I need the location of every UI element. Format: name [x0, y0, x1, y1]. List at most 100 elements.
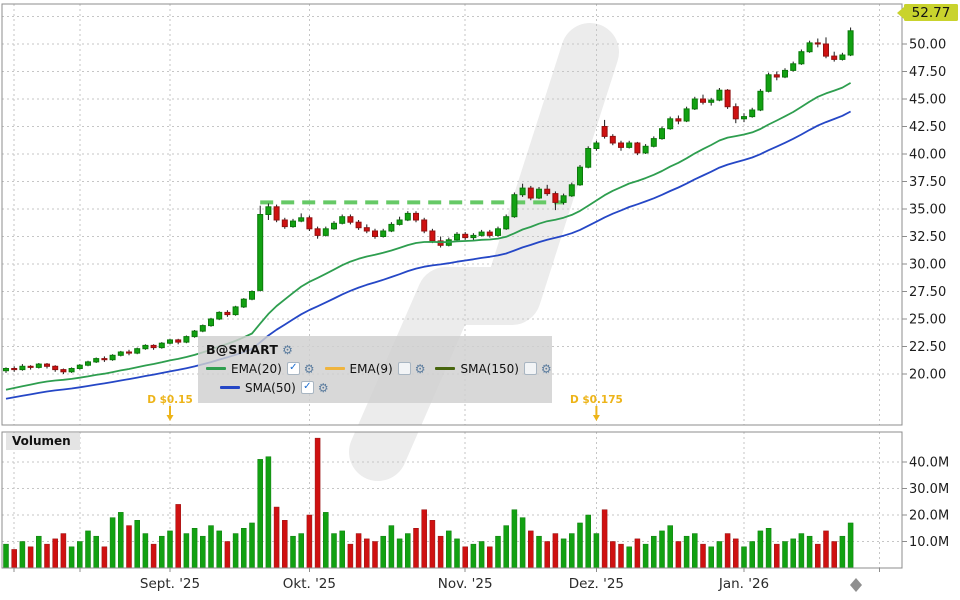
candle	[199, 324, 206, 333]
candle	[470, 233, 477, 241]
legend-indicator-sma-50: SMA(50) ✓ ⚙	[220, 381, 329, 395]
volume-bar	[593, 533, 600, 569]
dividend-marker[interactable]: D $0.15	[147, 394, 193, 421]
candle	[208, 317, 214, 327]
indicator-legend: B@SMART ⚙ EMA(20) ✓ ⚙ EMA(9) ⚙ SMA(150) ⚙ SMA(5…	[198, 336, 552, 403]
candle	[142, 344, 149, 350]
candle	[421, 217, 428, 234]
candle	[150, 344, 157, 350]
volume-bar	[19, 541, 26, 569]
sma-150-settings-icon[interactable]: ⚙	[540, 361, 552, 376]
ema-20-settings-icon[interactable]: ⚙	[303, 361, 315, 376]
volume-bar	[314, 437, 321, 569]
volume-bar	[651, 535, 657, 569]
volume-bar	[831, 541, 837, 569]
candle	[273, 204, 280, 223]
candle	[240, 298, 247, 308]
candle	[101, 356, 108, 362]
volume-bar	[85, 530, 91, 569]
candle	[568, 182, 575, 197]
candle	[413, 211, 419, 223]
volume-bar	[708, 546, 714, 569]
legend-symbol-row: B@SMART ⚙	[206, 340, 544, 359]
price-tick-label: 42.50	[909, 120, 946, 135]
symbol-settings-icon[interactable]: ⚙	[282, 342, 293, 357]
volume-bar	[44, 543, 50, 569]
candle	[503, 214, 510, 230]
volume-bar	[683, 535, 690, 569]
dividend-marker[interactable]: D $0.175	[570, 394, 623, 421]
candle	[44, 363, 50, 369]
candle	[634, 141, 641, 156]
candle	[265, 203, 272, 220]
volume-bar	[487, 546, 493, 569]
volume-bar	[839, 535, 846, 569]
ema-9-settings-icon[interactable]: ⚙	[414, 361, 426, 376]
candle	[814, 38, 821, 48]
sma-50-settings-icon[interactable]: ⚙	[317, 380, 329, 395]
volume-bar	[93, 535, 99, 569]
candle	[544, 184, 551, 196]
ema-9-visibility-checkbox[interactable]	[397, 362, 411, 375]
candle	[667, 116, 674, 130]
volume-bar	[208, 525, 214, 569]
candle	[175, 338, 182, 345]
candle	[749, 107, 756, 118]
volume-bar	[552, 533, 559, 569]
volume-bar	[134, 520, 140, 569]
svg-text:D $0.175: D $0.175	[570, 394, 623, 406]
volume-bar	[560, 538, 567, 569]
month-label: Jan. '26	[718, 576, 769, 592]
candle	[306, 215, 313, 231]
candle	[585, 146, 592, 169]
volume-bar	[626, 546, 632, 569]
price-tick-label: 30.00	[909, 258, 946, 273]
dividend-markers[interactable]: D $0.15 D $0.175	[147, 394, 623, 421]
candle	[126, 349, 132, 356]
current-price-tag: 52.77	[897, 4, 958, 21]
volume-bar	[642, 543, 649, 569]
legend-indicator-ema-20: EMA(20) ✓ ⚙	[206, 362, 315, 376]
month-label: Dez. '25	[569, 576, 624, 592]
sma-50-visibility-checkbox[interactable]: ✓	[300, 381, 314, 394]
candle	[167, 338, 173, 345]
volume-bar	[60, 533, 67, 569]
volume-bar	[355, 533, 362, 569]
sma-150-visibility-checkbox[interactable]	[523, 362, 537, 375]
candle	[609, 134, 616, 146]
volume-bar	[765, 528, 772, 569]
volume-bar	[577, 522, 583, 569]
volume-bar	[503, 525, 509, 569]
price-tick-label: 20.00	[909, 368, 946, 383]
volume-bar	[823, 530, 829, 569]
volume-bar	[757, 530, 764, 569]
volume-bar	[601, 509, 608, 569]
volume-bar	[700, 543, 706, 569]
volume-bar	[339, 530, 345, 569]
candle	[76, 364, 83, 370]
candle	[298, 213, 305, 223]
volume-bar	[634, 538, 641, 569]
candle	[732, 103, 739, 124]
candle	[691, 96, 698, 110]
volume-bar	[159, 535, 165, 569]
candle	[363, 224, 370, 234]
candle	[536, 187, 542, 200]
candle	[757, 89, 764, 112]
ema-20-visibility-checkbox[interactable]: ✓	[286, 362, 300, 375]
volume-bar	[429, 520, 436, 569]
volume-bar	[273, 506, 280, 569]
candle	[183, 335, 190, 344]
candle	[798, 49, 805, 65]
volume-bar	[437, 535, 444, 569]
volume-bar	[331, 533, 337, 569]
chart-nav-handle[interactable]	[850, 578, 862, 592]
candle	[724, 89, 731, 109]
candle	[847, 27, 854, 57]
volume-bar	[68, 546, 75, 569]
candle	[52, 365, 59, 372]
candle	[372, 228, 378, 239]
volume-bar	[52, 538, 58, 569]
